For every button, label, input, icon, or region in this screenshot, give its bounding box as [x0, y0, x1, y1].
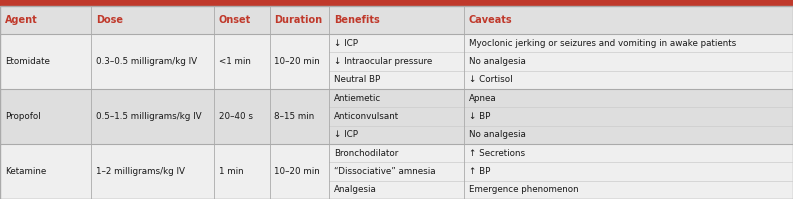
Bar	[0, 0, 793, 6]
Text: ↓ ICP: ↓ ICP	[334, 130, 358, 139]
Text: No analgesia: No analgesia	[469, 57, 526, 66]
Text: ↓ ICP: ↓ ICP	[334, 38, 358, 48]
Text: 10–20 min: 10–20 min	[274, 57, 320, 66]
Text: 8–15 min: 8–15 min	[274, 112, 315, 121]
Text: Antiemetic: Antiemetic	[334, 94, 381, 102]
Text: Dose: Dose	[96, 15, 123, 25]
Text: Bronchodilator: Bronchodilator	[334, 149, 398, 158]
Text: <1 min: <1 min	[219, 57, 251, 66]
Text: Analgesia: Analgesia	[334, 185, 377, 194]
Bar	[0, 6, 793, 34]
Bar	[0, 144, 793, 199]
Text: Emergence phenomenon: Emergence phenomenon	[469, 185, 578, 194]
Text: Ketamine: Ketamine	[5, 167, 46, 176]
Text: 0.5–1.5 milligrams/kg IV: 0.5–1.5 milligrams/kg IV	[96, 112, 201, 121]
Text: ↓ Cortisol: ↓ Cortisol	[469, 75, 512, 84]
Text: Myoclonic jerking or seizures and vomiting in awake patients: Myoclonic jerking or seizures and vomiti…	[469, 38, 736, 48]
Text: 0.3–0.5 milligram/kg IV: 0.3–0.5 milligram/kg IV	[96, 57, 197, 66]
Text: 1–2 milligrams/kg IV: 1–2 milligrams/kg IV	[96, 167, 185, 176]
Text: Neutral BP: Neutral BP	[334, 75, 380, 84]
Text: No analgesia: No analgesia	[469, 130, 526, 139]
Text: Etomidate: Etomidate	[5, 57, 50, 66]
Text: 1 min: 1 min	[219, 167, 243, 176]
Text: 10–20 min: 10–20 min	[274, 167, 320, 176]
Text: Apnea: Apnea	[469, 94, 496, 102]
Text: Onset: Onset	[219, 15, 251, 25]
Text: Caveats: Caveats	[469, 15, 512, 25]
Text: ↓ BP: ↓ BP	[469, 112, 490, 121]
Bar	[0, 34, 793, 89]
Text: 20–40 s: 20–40 s	[219, 112, 253, 121]
Text: Propofol: Propofol	[5, 112, 40, 121]
Text: “Dissociative” amnesia: “Dissociative” amnesia	[334, 167, 435, 176]
Text: Anticonvulsant: Anticonvulsant	[334, 112, 399, 121]
Text: ↓ Intraocular pressure: ↓ Intraocular pressure	[334, 57, 432, 66]
Text: ↑ Secretions: ↑ Secretions	[469, 149, 525, 158]
Text: Benefits: Benefits	[334, 15, 380, 25]
Text: Agent: Agent	[5, 15, 37, 25]
Text: ↑ BP: ↑ BP	[469, 167, 490, 176]
Text: Duration: Duration	[274, 15, 323, 25]
Bar	[0, 89, 793, 144]
